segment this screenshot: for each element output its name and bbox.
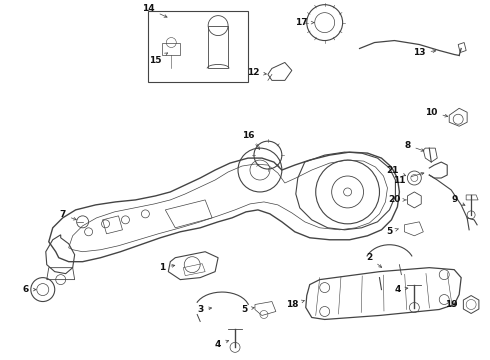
Text: 16: 16 bbox=[242, 131, 260, 149]
Text: 8: 8 bbox=[404, 141, 424, 151]
Text: 11: 11 bbox=[393, 172, 424, 185]
Text: 7: 7 bbox=[59, 210, 76, 220]
Text: 12: 12 bbox=[247, 68, 267, 77]
Text: 20: 20 bbox=[388, 195, 406, 204]
Text: 21: 21 bbox=[386, 166, 406, 176]
Text: 6: 6 bbox=[23, 285, 36, 294]
Text: 4: 4 bbox=[215, 340, 229, 349]
Text: 5: 5 bbox=[386, 227, 398, 236]
Text: 17: 17 bbox=[295, 18, 314, 27]
Text: 14: 14 bbox=[142, 4, 167, 17]
Text: 18: 18 bbox=[286, 300, 304, 309]
Text: 19: 19 bbox=[445, 300, 458, 309]
Text: 4: 4 bbox=[394, 285, 408, 294]
Text: 15: 15 bbox=[149, 53, 168, 65]
Text: 10: 10 bbox=[425, 108, 448, 117]
Text: 9: 9 bbox=[451, 195, 465, 205]
Bar bbox=[148, 11, 248, 82]
Text: 3: 3 bbox=[197, 305, 212, 314]
Text: 1: 1 bbox=[159, 263, 175, 272]
Text: 2: 2 bbox=[367, 253, 382, 267]
Text: 5: 5 bbox=[241, 305, 254, 314]
Text: 13: 13 bbox=[413, 48, 436, 57]
